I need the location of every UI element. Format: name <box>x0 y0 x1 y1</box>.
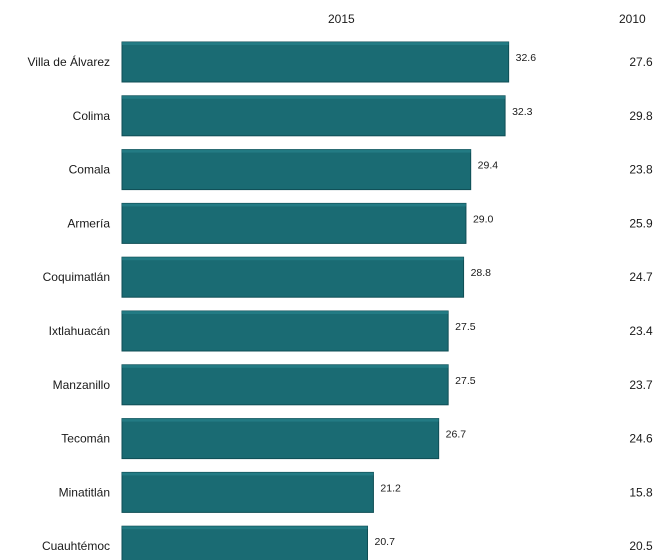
data-label-2015: 32.3 <box>512 106 533 118</box>
bar <box>121 95 506 137</box>
bar-highlight <box>122 203 466 207</box>
category-label: Cuauhtémoc <box>42 539 110 553</box>
bar-highlight <box>122 42 509 45</box>
bar-highlight <box>122 149 471 153</box>
column-header-2010: 2010 <box>619 12 646 26</box>
bar <box>121 310 449 352</box>
bar-highlight <box>122 257 464 261</box>
data-label-2010: 29.8 <box>629 109 653 123</box>
bar <box>121 471 374 513</box>
category-label: Ixtlahuacán <box>49 324 110 338</box>
bar-highlight <box>122 95 506 99</box>
bar-highlight <box>122 364 449 368</box>
data-label-2015: 28.8 <box>471 267 492 279</box>
bar <box>121 418 440 460</box>
bar-highlight <box>122 311 449 314</box>
data-label-2010: 24.6 <box>629 432 653 446</box>
category-label: Manzanillo <box>53 378 111 392</box>
category-label: Coquimatlán <box>43 270 110 284</box>
data-label-2010: 23.4 <box>629 324 653 338</box>
bar-highlight <box>122 526 368 530</box>
data-label-2010: 20.5 <box>629 539 653 553</box>
data-label-2010: 27.6 <box>629 55 653 69</box>
column-header-2015: 2015 <box>328 12 355 26</box>
data-label-2015: 21.2 <box>380 482 401 494</box>
bar-highlight <box>122 418 439 422</box>
bar <box>121 256 465 298</box>
bar <box>121 202 467 244</box>
data-label-2010: 23.8 <box>629 163 653 177</box>
data-label-2010: 25.9 <box>629 216 653 230</box>
bar <box>121 149 472 191</box>
data-label-2010: 24.7 <box>629 270 653 284</box>
category-label: Armería <box>67 216 110 230</box>
category-label: Colima <box>73 109 111 123</box>
data-label-2015: 29.4 <box>478 160 499 172</box>
bar <box>121 364 449 406</box>
category-label: Minatitlán <box>59 485 110 499</box>
data-label-2015: 32.6 <box>516 52 537 64</box>
bar <box>121 525 369 560</box>
data-label-2010: 15.8 <box>629 485 653 499</box>
bar-highlight <box>122 472 374 476</box>
bar <box>121 41 510 83</box>
data-label-2015: 27.5 <box>455 321 476 333</box>
category-label: Comala <box>69 163 111 177</box>
data-label-2015: 26.7 <box>446 429 467 441</box>
data-label-2010: 23.7 <box>629 378 653 392</box>
category-label: Villa de Álvarez <box>28 54 111 69</box>
category-label: Tecomán <box>61 432 110 446</box>
data-label-2015: 27.5 <box>455 375 476 387</box>
data-label-2015: 20.7 <box>375 536 396 548</box>
data-label-2015: 29.0 <box>473 213 494 225</box>
